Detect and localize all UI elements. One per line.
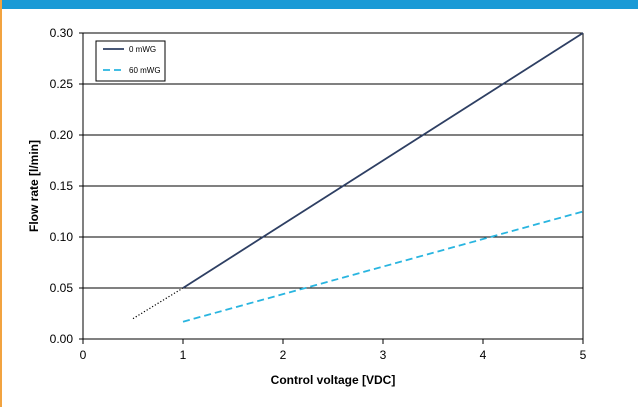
y-tick-label: 0.00 xyxy=(50,332,74,346)
x-axis-title: Control voltage [VDC] xyxy=(271,373,396,387)
y-tick-label: 0.05 xyxy=(50,281,74,295)
gridlines xyxy=(83,32,583,289)
x-tick-label: 1 xyxy=(180,348,187,362)
x-tick-label: 0 xyxy=(80,348,87,362)
x-tick-label: 5 xyxy=(580,348,587,362)
legend: 0 mWG 60 mWG xyxy=(95,40,166,82)
y-tick-label: 0.10 xyxy=(50,230,74,244)
tick-labels: 0.00 0.05 0.10 0.15 0.20 0.25 0.30 0 1 2 3 4 5 xyxy=(50,26,587,362)
y-tick-label: 0.15 xyxy=(50,179,74,193)
x-tick-label: 3 xyxy=(380,348,387,362)
series-line-0 xyxy=(182,32,584,289)
y-tick-label: 0.20 xyxy=(50,128,74,142)
y-tick-label: 0.30 xyxy=(50,26,74,40)
y-tick-label: 0.25 xyxy=(50,77,74,91)
series-line-1 xyxy=(182,210,584,323)
left-accent-bar xyxy=(0,0,2,407)
legend-label-0-mwg: 0 mWG xyxy=(129,45,156,54)
x-tick-label: 4 xyxy=(480,348,487,362)
axes xyxy=(79,32,584,344)
extrapolation-line xyxy=(132,287,184,320)
y-axis-title: Flow rate [l/min] xyxy=(27,140,41,232)
top-accent-bar xyxy=(0,0,638,9)
legend-label-60-mwg: 60 mWG xyxy=(129,66,161,75)
series-lines xyxy=(132,32,584,323)
x-tick-label: 2 xyxy=(280,348,287,362)
legend-box xyxy=(95,40,166,82)
